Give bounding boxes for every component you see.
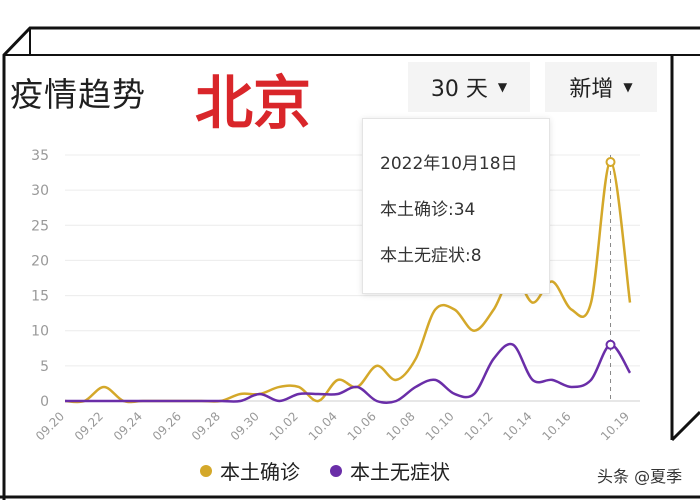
y-tick-label: 10: [31, 324, 49, 340]
x-tick-label: 10.08: [384, 409, 418, 443]
city-title: 北京: [195, 69, 312, 137]
x-tick-label: 10.14: [501, 409, 535, 443]
legend-label: 本土确诊: [220, 460, 300, 484]
x-tick-label: 09.30: [228, 409, 262, 443]
x-tick-label: 10.10: [423, 409, 457, 443]
y-tick-label: 35: [31, 148, 49, 164]
y-tick-label: 5: [40, 359, 49, 375]
range-dropdown[interactable]: 30 天 ▼: [408, 62, 530, 112]
x-tick-label: 09.24: [111, 409, 145, 443]
y-tick-label: 0: [40, 394, 49, 410]
chart-tooltip: 2022年10月18日 本土确诊:34 本土无症状:8: [362, 118, 550, 294]
y-tick-label: 30: [31, 183, 49, 199]
tooltip-asymptomatic: 本土无症状:8: [380, 246, 482, 266]
legend-dot-icon: [200, 464, 212, 477]
x-tick-label: 10.12: [462, 409, 496, 443]
x-tick-label: 10.06: [345, 409, 379, 443]
watermark: 头条 @夏季: [597, 467, 683, 486]
x-tick-label: 09.28: [189, 409, 223, 443]
legend-label: 本土无症状: [350, 460, 450, 484]
tooltip-date: 2022年10月18日: [380, 154, 518, 174]
y-tick-label: 25: [31, 218, 49, 234]
range-dropdown-label: 30 天: [430, 77, 488, 102]
highlight-point: [605, 157, 616, 168]
x-tick-label: 09.22: [72, 409, 106, 443]
x-tick-label: 09.26: [150, 409, 184, 443]
x-tick-label: 10.16: [539, 409, 573, 443]
chevron-down-icon: ▼: [497, 80, 508, 94]
tooltip-confirmed: 本土确诊:34: [380, 200, 476, 220]
y-tick-label: 20: [31, 253, 49, 269]
x-tick-label: 09.20: [33, 409, 67, 443]
series-line-asymptomatic: [65, 342, 632, 405]
x-tick-label: 10.04: [306, 409, 340, 443]
chevron-down-icon: ▼: [623, 80, 633, 94]
legend-item-confirmed[interactable]: 本土确诊: [200, 456, 300, 485]
highlight-point: [605, 339, 616, 350]
mode-dropdown[interactable]: 新增 ▼: [545, 62, 657, 112]
mode-dropdown-label: 新增: [569, 77, 614, 102]
x-tick-label: 10.02: [267, 409, 301, 443]
y-tick-label: 15: [31, 289, 49, 305]
page-title: 疫情趋势: [10, 75, 146, 114]
legend-dot-icon: [330, 464, 342, 477]
legend-item-asymptomatic[interactable]: 本土无症状: [330, 456, 450, 485]
x-tick-label: 10.19: [598, 409, 632, 443]
